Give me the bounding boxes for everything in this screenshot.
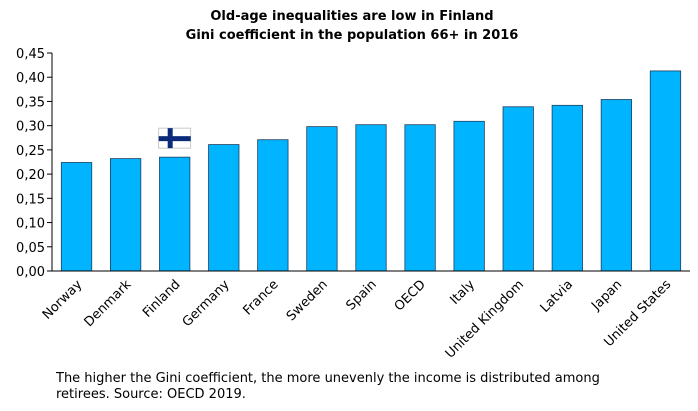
bar-united-kingdom [502, 106, 534, 272]
x-tick-label: Italy [447, 277, 478, 308]
x-tick-label: Latvia [538, 277, 577, 316]
bar-oecd [404, 124, 436, 272]
bar-germany [208, 144, 240, 272]
bar-norway [60, 162, 93, 272]
bar-italy [453, 120, 485, 272]
bar-japan [600, 99, 632, 272]
chart-subtitle: Gini coefficient in the population 66+ i… [186, 28, 519, 43]
bar-denmark [110, 158, 142, 272]
bar-spain [355, 124, 387, 272]
x-tick-label: Sweden [284, 277, 331, 324]
x-tick-label: OECD [392, 277, 429, 314]
x-tick-label: Japan [588, 277, 625, 314]
bar-finland [159, 156, 191, 272]
x-tick-label: Norway [40, 277, 86, 323]
chart-title: Old-age inequalities are low in Finland [210, 9, 493, 24]
finland-flag-icon [158, 127, 192, 149]
y-tick-label: 0,25 [16, 144, 45, 159]
bar-france [257, 139, 289, 272]
x-tick-label: Finland [140, 277, 183, 320]
bar-sweden [306, 126, 338, 272]
y-tick-label: 0,15 [16, 192, 45, 207]
footnote: The higher the Gini coefficient, the mor… [56, 371, 600, 402]
bar-united-states [649, 70, 682, 272]
y-tick-label: 0,10 [16, 217, 45, 232]
y-tick-label: 0,00 [16, 265, 45, 280]
y-tick-label: 0,05 [16, 241, 45, 256]
x-tick-label: Denmark [82, 277, 135, 330]
bar-latvia [551, 104, 583, 272]
y-axis: 0,00 0,05 0,10 0,15 0,20 0,25 0,30 0,35 0,40 0,45 [16, 47, 53, 280]
y-tick-label: 0,45 [16, 47, 45, 62]
x-tick-label: Spain [344, 277, 380, 313]
y-tick-label: 0,40 [16, 71, 45, 86]
y-tick-label: 0,30 [16, 120, 45, 135]
y-tick-label: 0,20 [16, 168, 45, 183]
y-tick-label: 0,35 [16, 95, 45, 110]
bars [60, 70, 682, 272]
x-tick-label: Germany [180, 277, 233, 330]
x-tick-label: France [240, 277, 281, 318]
